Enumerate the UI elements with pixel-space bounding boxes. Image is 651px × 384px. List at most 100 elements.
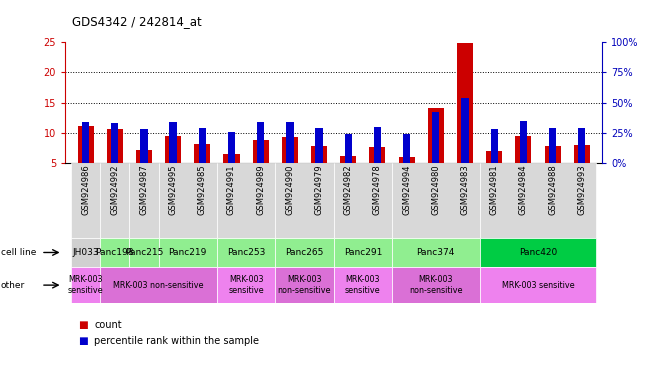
Text: GSM924983: GSM924983 bbox=[460, 165, 469, 215]
Text: GDS4342 / 242814_at: GDS4342 / 242814_at bbox=[72, 15, 201, 28]
Text: MRK-003
non-sensitive: MRK-003 non-sensitive bbox=[278, 275, 331, 295]
Bar bbox=[228, 132, 235, 194]
Bar bbox=[490, 129, 498, 194]
Bar bbox=[169, 122, 177, 194]
Text: MRK-003 sensitive: MRK-003 sensitive bbox=[502, 281, 574, 290]
Text: GSM924978: GSM924978 bbox=[373, 165, 382, 215]
Bar bbox=[275, 238, 334, 267]
Text: MRK-003
sensitive: MRK-003 sensitive bbox=[229, 275, 264, 295]
Bar bbox=[311, 146, 327, 194]
Bar bbox=[130, 163, 158, 238]
Bar bbox=[480, 238, 596, 267]
Text: other: other bbox=[1, 281, 25, 290]
Bar bbox=[398, 157, 415, 194]
Bar bbox=[165, 136, 181, 194]
Bar bbox=[392, 267, 480, 303]
Bar bbox=[100, 238, 130, 267]
Text: GSM924991: GSM924991 bbox=[227, 165, 236, 215]
Bar bbox=[194, 144, 210, 194]
Text: GSM924985: GSM924985 bbox=[198, 165, 207, 215]
Bar bbox=[392, 238, 480, 267]
Text: GSM924988: GSM924988 bbox=[548, 165, 557, 215]
Bar bbox=[71, 238, 100, 267]
Text: GSM924981: GSM924981 bbox=[490, 165, 499, 215]
Bar bbox=[217, 238, 275, 267]
Bar bbox=[82, 122, 89, 194]
Bar bbox=[217, 163, 275, 238]
Bar bbox=[374, 127, 381, 194]
Text: MRK-003
sensitive: MRK-003 sensitive bbox=[68, 275, 104, 295]
Text: GSM924995: GSM924995 bbox=[169, 165, 178, 215]
Text: GSM924992: GSM924992 bbox=[110, 165, 119, 215]
Text: GSM924984: GSM924984 bbox=[519, 165, 528, 215]
Text: Panc219: Panc219 bbox=[169, 248, 207, 257]
Text: GSM924993: GSM924993 bbox=[577, 165, 587, 215]
Text: GSM924987: GSM924987 bbox=[139, 165, 148, 215]
Text: MRK-003
non-sensitive: MRK-003 non-sensitive bbox=[409, 275, 463, 295]
Bar bbox=[392, 163, 480, 238]
Bar bbox=[100, 267, 217, 303]
Bar bbox=[140, 129, 148, 194]
Text: MRK-003 non-sensitive: MRK-003 non-sensitive bbox=[113, 281, 204, 290]
Bar bbox=[282, 137, 298, 194]
Text: Panc420: Panc420 bbox=[519, 248, 557, 257]
Text: GSM924982: GSM924982 bbox=[344, 165, 353, 215]
Bar bbox=[428, 108, 444, 194]
Bar bbox=[275, 163, 334, 238]
Bar bbox=[77, 126, 94, 194]
Text: JH033: JH033 bbox=[72, 248, 99, 257]
Bar bbox=[71, 267, 100, 303]
Bar bbox=[486, 151, 502, 194]
Text: cell line: cell line bbox=[1, 248, 36, 257]
Text: GSM924990: GSM924990 bbox=[285, 165, 294, 215]
Bar bbox=[457, 43, 473, 194]
Bar bbox=[223, 154, 240, 194]
Bar bbox=[71, 163, 100, 238]
Text: GSM924979: GSM924979 bbox=[314, 165, 324, 215]
Bar bbox=[253, 140, 269, 194]
Bar bbox=[130, 238, 158, 267]
Bar bbox=[334, 163, 392, 238]
Bar bbox=[519, 121, 527, 194]
Bar bbox=[480, 163, 596, 238]
Text: MRK-003
sensitive: MRK-003 sensitive bbox=[345, 275, 381, 295]
Bar bbox=[574, 145, 590, 194]
Bar bbox=[462, 98, 469, 194]
Text: ■: ■ bbox=[78, 320, 88, 330]
Text: GSM924980: GSM924980 bbox=[432, 165, 440, 215]
Bar bbox=[334, 267, 392, 303]
Bar bbox=[100, 163, 130, 238]
Bar bbox=[340, 156, 356, 194]
Bar bbox=[516, 136, 531, 194]
Bar bbox=[432, 113, 439, 194]
Text: GSM924986: GSM924986 bbox=[81, 165, 90, 215]
Bar bbox=[199, 128, 206, 194]
Bar bbox=[158, 238, 217, 267]
Bar bbox=[403, 134, 410, 194]
Bar bbox=[549, 128, 556, 194]
Bar bbox=[107, 129, 123, 194]
Text: Panc374: Panc374 bbox=[417, 248, 455, 257]
Text: count: count bbox=[94, 320, 122, 330]
Text: GSM924994: GSM924994 bbox=[402, 165, 411, 215]
Bar bbox=[334, 238, 392, 267]
Text: Panc265: Panc265 bbox=[285, 248, 324, 257]
Bar bbox=[315, 128, 323, 194]
Text: Panc215: Panc215 bbox=[125, 248, 163, 257]
Bar bbox=[136, 151, 152, 194]
Text: Panc198: Panc198 bbox=[96, 248, 134, 257]
Text: GSM924989: GSM924989 bbox=[256, 165, 265, 215]
Bar bbox=[275, 267, 334, 303]
Bar bbox=[158, 163, 217, 238]
Bar bbox=[111, 123, 118, 194]
Bar bbox=[257, 122, 264, 194]
Bar bbox=[286, 122, 294, 194]
Text: Panc253: Panc253 bbox=[227, 248, 265, 257]
Bar bbox=[544, 146, 561, 194]
Text: ■: ■ bbox=[78, 336, 88, 346]
Text: percentile rank within the sample: percentile rank within the sample bbox=[94, 336, 259, 346]
Text: Panc291: Panc291 bbox=[344, 248, 382, 257]
Bar bbox=[344, 134, 352, 194]
Bar bbox=[217, 267, 275, 303]
Bar bbox=[480, 267, 596, 303]
